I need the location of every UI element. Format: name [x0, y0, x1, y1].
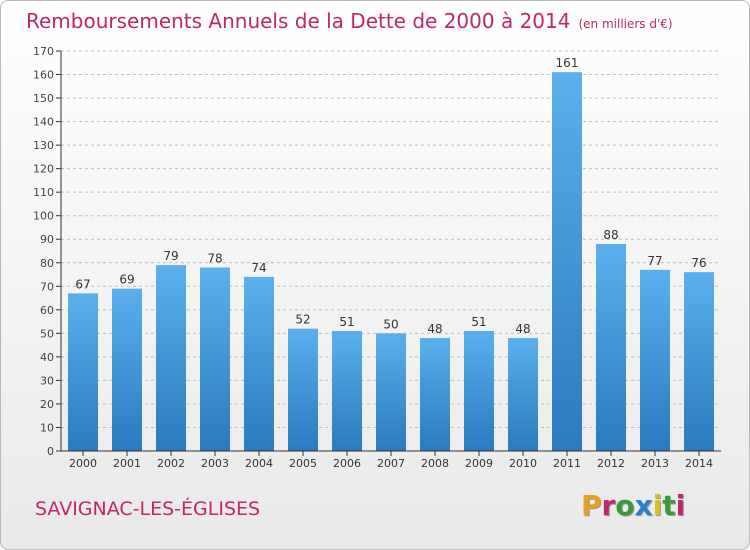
title-text: Remboursements Annuels de la Dette de 20… [26, 9, 571, 33]
y-tick-label: 50 [40, 327, 54, 340]
x-tick-label: 2011 [553, 457, 581, 470]
logo-letter: o [615, 489, 635, 522]
town-name: SAVIGNAC-LES-ÉGLISES [35, 498, 261, 520]
x-tick-label: 2002 [157, 457, 185, 470]
logo-letter: i [652, 489, 663, 522]
y-tick-label: 20 [40, 398, 54, 411]
bar-value-label: 77 [647, 254, 662, 268]
x-tick-label: 2001 [113, 457, 141, 470]
unit-text: (en milliers d'€) [578, 17, 673, 31]
bar-2004 [244, 276, 274, 451]
y-tick-label: 80 [40, 257, 54, 270]
logo-letter: P [581, 489, 602, 522]
x-tick-label: 2008 [421, 457, 449, 470]
bar-value-label: 79 [163, 249, 178, 263]
bars: 67 69 79 78 74 52 51 50 48 51 48 161 88 77 76 [68, 56, 714, 452]
y-tick-label: 170 [33, 45, 54, 58]
x-tick-label: 2009 [465, 457, 493, 470]
y-tick-label: 10 [40, 421, 54, 434]
bar-2001 [112, 288, 142, 451]
bar-2013 [640, 269, 670, 451]
bar-2011 [552, 72, 582, 452]
bar-2008 [420, 338, 450, 451]
y-tick-label: 130 [33, 139, 54, 152]
proxiti-logo: Proxiti [581, 489, 685, 522]
y-tick-label: 60 [40, 304, 54, 317]
x-tick-label: 2000 [69, 457, 97, 470]
bar-value-label: 50 [383, 317, 398, 331]
chart-title: Remboursements Annuels de la Dette de 20… [26, 9, 673, 33]
bar-2010 [508, 338, 538, 451]
y-tick-label: 150 [33, 92, 54, 105]
x-tick-label: 2012 [597, 457, 625, 470]
logo-letter: x [634, 489, 653, 522]
bar-value-label: 161 [556, 56, 579, 70]
x-axis: 2000 2001 2002 2003 2004 2005 2006 2007 2008 2009… [61, 450, 721, 470]
bar-value-label: 67 [75, 277, 90, 291]
bar-value-label: 74 [251, 261, 266, 275]
y-tick-label: 90 [40, 233, 54, 246]
y-tick-label: 70 [40, 280, 54, 293]
bar-2002 [156, 265, 186, 451]
bar-value-label: 51 [471, 315, 486, 329]
bar-value-label: 52 [295, 313, 310, 327]
bar-value-label: 48 [427, 322, 442, 336]
x-tick-label: 2004 [245, 457, 273, 470]
y-tick-label: 100 [33, 210, 54, 223]
logo-letter: i [675, 489, 686, 522]
bar-2006 [332, 331, 362, 451]
x-tick-label: 2014 [685, 457, 713, 470]
y-tick-label: 120 [33, 163, 54, 176]
bar-2014 [684, 272, 714, 451]
x-tick-label: 2006 [333, 457, 361, 470]
logo-letter: r [601, 489, 616, 522]
y-tick-label: 160 [33, 69, 54, 82]
bar-2005 [288, 328, 318, 451]
bar-2007 [376, 333, 406, 451]
x-tick-label: 2003 [201, 457, 229, 470]
y-tick-label: 40 [40, 351, 54, 364]
x-tick-label: 2010 [509, 457, 537, 470]
bar-2012 [596, 243, 626, 451]
y-axis: 0 10 20 30 40 50 60 70 80 90 100 110 120 130 140 150 160… [33, 45, 62, 458]
y-tick-label: 0 [47, 445, 54, 458]
y-tick-label: 110 [33, 186, 54, 199]
x-tick-label: 2005 [289, 457, 317, 470]
x-tick-label: 2007 [377, 457, 405, 470]
y-tick-label: 140 [33, 116, 54, 129]
bar-value-label: 69 [119, 273, 134, 287]
bar-value-label: 78 [207, 251, 222, 265]
bar-2003 [200, 267, 230, 451]
bar-2009 [464, 331, 494, 451]
x-tick-label: 2013 [641, 457, 669, 470]
bar-value-label: 76 [691, 256, 706, 270]
bar-value-label: 48 [515, 322, 530, 336]
y-tick-label: 30 [40, 374, 54, 387]
logo-letter: t [662, 489, 676, 522]
bar-value-label: 88 [603, 228, 618, 242]
bar-value-label: 51 [339, 315, 354, 329]
bar-2000 [68, 293, 98, 451]
